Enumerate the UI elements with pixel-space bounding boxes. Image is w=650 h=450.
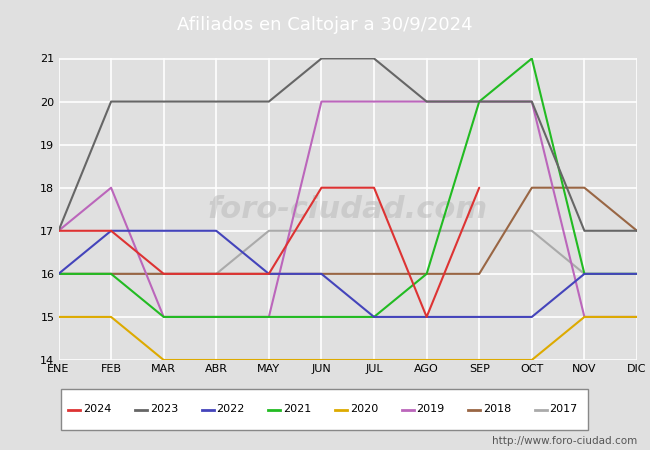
FancyBboxPatch shape — [61, 389, 588, 430]
Text: Afiliados en Caltojar a 30/9/2024: Afiliados en Caltojar a 30/9/2024 — [177, 16, 473, 34]
Text: 2018: 2018 — [483, 405, 511, 414]
Text: 2021: 2021 — [283, 405, 311, 414]
Text: 2022: 2022 — [216, 405, 245, 414]
Text: 2023: 2023 — [150, 405, 178, 414]
Text: 2020: 2020 — [350, 405, 378, 414]
Text: 2019: 2019 — [416, 405, 445, 414]
Text: 2017: 2017 — [549, 405, 578, 414]
Text: http://www.foro-ciudad.com: http://www.foro-ciudad.com — [492, 436, 637, 446]
Text: foro-ciudad.com: foro-ciudad.com — [208, 195, 488, 224]
Text: 2024: 2024 — [83, 405, 112, 414]
